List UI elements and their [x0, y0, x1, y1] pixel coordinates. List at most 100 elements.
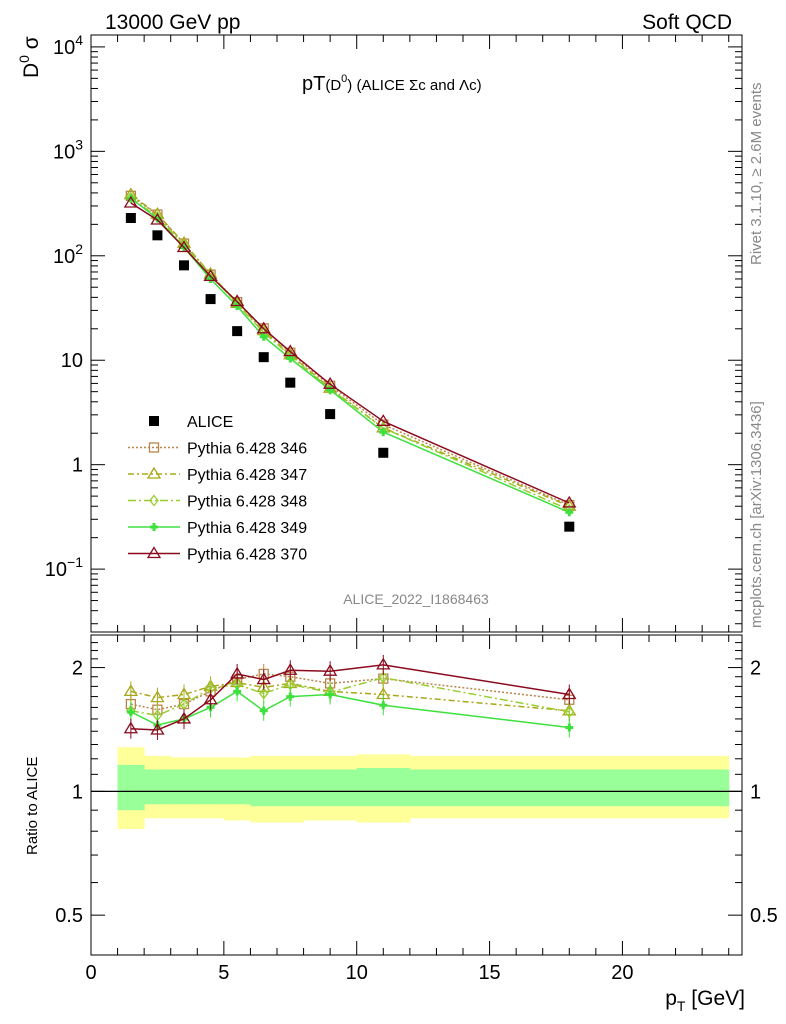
point-s349-8	[379, 428, 388, 437]
ratio-point-s349-7	[326, 690, 335, 699]
band-green-2	[170, 769, 198, 805]
point-s349-9	[565, 508, 574, 517]
point-s370-7	[322, 376, 338, 389]
point-s349-7	[326, 385, 335, 394]
plot-title-rest: (ALICE Σc and Λc)	[356, 77, 481, 94]
ratio-point-s349-4	[233, 687, 242, 696]
ratio-y-tick-label-right: 1	[750, 781, 761, 803]
header-right: Soft QCD	[642, 11, 732, 34]
point-alice-7	[325, 409, 336, 420]
band-green-7	[303, 769, 358, 807]
x-axis-label-sub: T	[677, 998, 686, 1014]
ratio-point-s370-6	[283, 662, 298, 675]
main-ylabel-main: D	[20, 63, 43, 78]
legend-label-s347: Pythia 6.428 347	[187, 467, 307, 484]
band-green-1	[144, 769, 172, 805]
point-s370-1	[150, 212, 165, 225]
x-tick-label: 5	[218, 962, 229, 984]
plot-title-sup: 0	[341, 73, 347, 85]
plot-title-sub-close: )	[347, 77, 352, 94]
ratio-point-s370-1	[150, 722, 165, 735]
point-alice-2	[179, 260, 189, 271]
ratio-point-s370-8	[376, 657, 391, 670]
ratio-point-s370-9	[562, 687, 577, 700]
y-tick-label: 103	[53, 136, 83, 163]
point-s349-5	[259, 332, 268, 341]
ratio-line-s346	[130, 673, 570, 711]
ratio-point-s347-0	[123, 684, 139, 697]
y-tick-label: 10−1	[45, 554, 83, 581]
band-green-6	[277, 769, 305, 807]
point-s348-0	[126, 191, 136, 204]
series-alice	[125, 213, 575, 532]
point-s370-8	[376, 414, 391, 426]
ratio-point-s348-8	[378, 671, 389, 684]
ratio-point-s349-6	[286, 692, 295, 701]
point-s370-6	[283, 344, 298, 357]
y-tick-label: 104	[53, 32, 83, 59]
ratio-point-s370-4	[229, 666, 245, 679]
header-left: 13000 GeV pp	[105, 11, 240, 34]
point-s370-0	[123, 195, 139, 208]
legend-label-s348: Pythia 6.428 348	[187, 494, 307, 511]
ratio-y-tick-label-left: 2	[72, 658, 83, 680]
legend-marker-s346	[148, 442, 160, 453]
ratio-ylabel: Ratio to ALICE	[24, 757, 41, 855]
x-tick-label: 10	[346, 962, 368, 984]
ratio-point-s348-5	[258, 687, 269, 700]
point-s370-9	[562, 495, 577, 508]
legend-marker-alice	[149, 416, 159, 426]
series-line-s349	[130, 197, 570, 513]
series-line-s370	[130, 202, 570, 504]
band-green-0	[117, 764, 145, 811]
ratio-point-s370-5	[256, 672, 271, 685]
series-s347	[123, 187, 577, 511]
ratio-point-s348-9	[564, 705, 575, 718]
ratio-point-s349-0	[126, 707, 135, 716]
ratio-y-tick-label-left: 1	[72, 781, 83, 803]
series-line-s346	[130, 195, 570, 506]
ratio-point-s347-1	[150, 690, 165, 703]
series-s370	[123, 195, 577, 508]
legend-label-s370: Pythia 6.428 370	[187, 547, 307, 564]
mcplots-label: mcplots.cern.ch [arXiv:1306.3436]	[748, 401, 765, 628]
band-green-8	[356, 767, 411, 807]
analysis-id: ALICE_2022_I1868463	[343, 591, 489, 607]
legend-marker-s348	[149, 494, 159, 507]
x-axis-label: pT [GeV]	[665, 987, 745, 1014]
ratio-line-s349	[130, 690, 570, 729]
x-tick-label: 0	[85, 962, 96, 984]
ratio-frame	[90, 634, 743, 956]
series-line-s348	[130, 197, 570, 511]
point-s370-2	[176, 240, 192, 253]
main-ylabel-sup: 0	[16, 55, 32, 63]
ratio-y-tick-label-right: 2	[750, 658, 761, 680]
x-tick-label: 15	[478, 962, 500, 984]
point-s370-4	[229, 294, 245, 307]
point-alice-9	[564, 521, 575, 532]
band-green-4	[223, 769, 251, 805]
main-frame	[90, 34, 743, 633]
band-green-3	[197, 769, 225, 805]
ratio-point-s349-5	[259, 706, 268, 715]
legend-label-alice: ALICE	[187, 414, 233, 431]
ratio-point-s370-3	[203, 692, 218, 705]
point-alice-6	[285, 377, 296, 388]
legend-marker-s349	[150, 523, 158, 531]
point-alice-8	[378, 447, 389, 458]
point-alice-0	[125, 213, 136, 224]
point-s349-0	[126, 194, 135, 203]
legend: ALICE Pythia 6.428 346 Pythia 6.428 347 Pyt…	[128, 414, 307, 564]
main-ylabel: D0 σ	[16, 36, 43, 78]
rivet-label: Rivet 3.1.10, ≥ 2.6M events	[748, 83, 765, 266]
x-axis-label-rest: [GeV]	[685, 987, 745, 1010]
ratio-point-s370-2	[176, 711, 192, 724]
y-tick-label: 10	[61, 350, 83, 372]
ratio-series-s370	[123, 654, 577, 740]
ratio-point-s349-8	[379, 701, 388, 710]
y-tick-label: 1	[72, 455, 83, 477]
ratio-point-s370-0	[123, 721, 139, 734]
legend-marker-s347	[146, 466, 162, 479]
point-alice-4	[232, 326, 243, 337]
